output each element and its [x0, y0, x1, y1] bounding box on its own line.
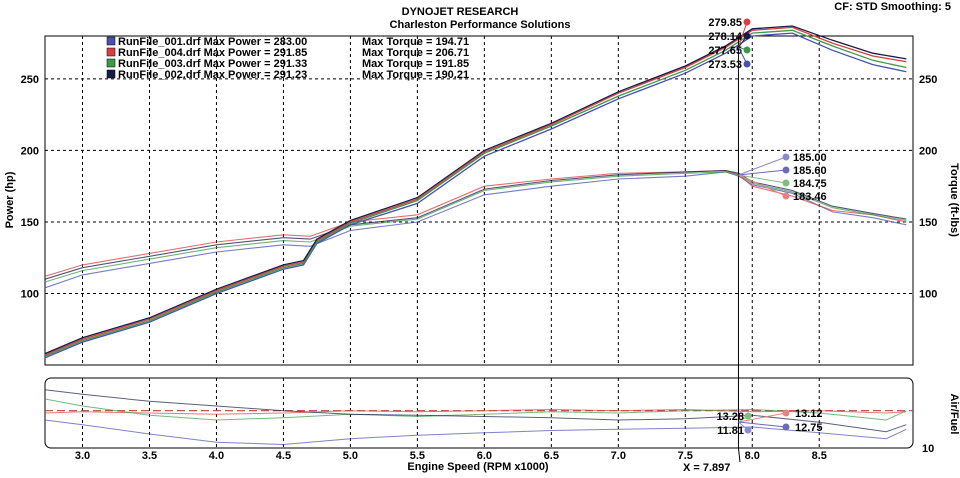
torque-readout-value: 185.00 [793, 152, 827, 164]
header-subtitle: Charleston Performance Solutions [390, 19, 571, 31]
afr-tick-label: 10 [922, 443, 934, 455]
afr-right-readout-value: 13.12 [795, 408, 823, 420]
afr-right-readout-value: 12.75 [795, 422, 823, 434]
torque-line [44, 169, 907, 277]
legend-torque: Max Torque = 206.71 [362, 47, 469, 59]
x-tick-label: 4.5 [276, 450, 291, 462]
torque-line [44, 171, 907, 289]
x-tick-label: 3.5 [142, 450, 157, 462]
afr-left-readout-dot [744, 412, 752, 420]
legend-entry: RunFile_003.drf Max Power = 291.33 [118, 58, 307, 70]
legend-torque: Max Torque = 190.21 [362, 69, 469, 81]
legend-torque: Max Torque = 194.71 [362, 36, 469, 48]
legend-entry: RunFile_004.drf Max Power = 291.85 [118, 47, 307, 59]
legend-swatch [106, 47, 116, 57]
main-grid [45, 36, 913, 365]
y-left-tick-label: 100 [21, 288, 39, 300]
torque-line [44, 171, 907, 283]
power-readout-leader [737, 21, 748, 48]
power-line [44, 26, 907, 356]
power-line [44, 25, 907, 355]
x-tick-label: 8.5 [812, 450, 827, 462]
cursor-readouts: 279.85 278.14 277.65 273.53 185.00185.60184.… [708, 17, 826, 437]
x-axis-ticks: 3.0 3.5 4.0 4.5 5.0 5.5 6.0 6.5 7.0 7.5 8.0 8.5 [75, 450, 827, 462]
torque-readout-value: 185.60 [793, 165, 827, 177]
torque-readout-leader [738, 169, 787, 176]
legend-torque: Max Torque = 191.85 [362, 58, 469, 70]
power-line [44, 29, 907, 357]
legend-swatch [106, 69, 116, 79]
power-line [44, 32, 907, 359]
torque-readout-dot [782, 153, 790, 161]
torque-readout-dot [782, 192, 790, 200]
main-series [44, 25, 907, 359]
power-readout-dot [743, 46, 751, 54]
x-tick-label: 6.5 [544, 450, 559, 462]
y-left-tick-label: 250 [21, 74, 39, 86]
header-settings: CF: STD Smoothing: 5 [834, 1, 951, 13]
y-axis-left-ticks: 100 150 200 250 [21, 74, 39, 301]
x-tick-label: 5.5 [410, 450, 425, 462]
power-readout-value: 273.53 [708, 59, 742, 71]
y-axis-right-title: Torque (ft-lbs) [948, 163, 960, 237]
afr-left-readout-dot [744, 426, 752, 434]
afr-right-readout-leader [738, 421, 787, 428]
x-tick-label: 7.0 [611, 450, 626, 462]
torque-readout-leader [738, 174, 787, 197]
afr-left-readout-value: 13.28 [716, 411, 744, 423]
power-readout-value: 279.85 [708, 17, 742, 29]
power-readout-value: 277.65 [708, 45, 742, 57]
torque-line [44, 169, 907, 280]
torque-readout-dot [782, 166, 790, 174]
main-plot-frame [44, 35, 914, 366]
y-right-tick-label: 200 [919, 145, 937, 157]
afr-line [44, 398, 907, 421]
cursor-pointer [737, 447, 741, 463]
torque-readout-dot [782, 179, 790, 187]
afr-axis-title: Air/Fuel [948, 394, 960, 435]
afr-right-readout-dot [782, 423, 790, 431]
x-tick-label: 6.0 [477, 450, 492, 462]
x-axis-title: Engine Speed (RPM x1000) [407, 461, 549, 473]
afr-line [44, 408, 907, 415]
afr-plot [44, 377, 914, 449]
main-plot [44, 25, 914, 366]
torque-readout-value: 183.46 [793, 191, 827, 203]
x-tick-label: 4.0 [209, 450, 224, 462]
legend-entry: RunFile_001.drf Max Power = 283.00 [118, 36, 307, 48]
y-right-tick-label: 100 [919, 288, 937, 300]
legend-entry: RunFile_002.drf Max Power = 291.23 [118, 69, 307, 81]
afr-line [44, 389, 907, 433]
power-readout-dot [743, 60, 751, 68]
torque-readout-leader [738, 174, 787, 184]
legend-swatch [106, 36, 116, 46]
legend-swatch [106, 58, 116, 68]
x-tick-label: 5.0 [343, 450, 358, 462]
afr-right-readout-leader [738, 412, 787, 423]
y-left-tick-label: 200 [21, 145, 39, 157]
torque-readout-leader [738, 156, 787, 176]
y-right-tick-label: 250 [919, 74, 937, 86]
x-tick-label: 8.0 [745, 450, 760, 462]
power-readout-value: 278.14 [708, 31, 743, 43]
y-right-tick-label: 150 [919, 217, 937, 229]
legend: RunFile_001.drf Max Power = 283.00 Max To… [106, 36, 469, 81]
afr-right-readout-dot [782, 409, 790, 417]
header-title: DYNOJET RESEARCH [402, 6, 519, 18]
y-axis-left-title: Power (hp) [4, 171, 16, 228]
power-readout-dot [743, 18, 751, 26]
afr-left-readout-value: 11.81 [717, 425, 744, 437]
power-readout-dot [743, 32, 751, 40]
torque-readout-value: 184.75 [793, 178, 827, 190]
cursor-label: X = 7.897 [683, 462, 730, 474]
y-left-tick-label: 150 [21, 217, 39, 229]
afr-line [44, 419, 907, 446]
cursor[interactable] [737, 36, 741, 463]
x-tick-label: 7.5 [678, 450, 693, 462]
y-axis-right-ticks: 100 150 200 250 [919, 74, 937, 301]
x-tick-label: 3.0 [75, 450, 90, 462]
afr-series [44, 389, 907, 446]
